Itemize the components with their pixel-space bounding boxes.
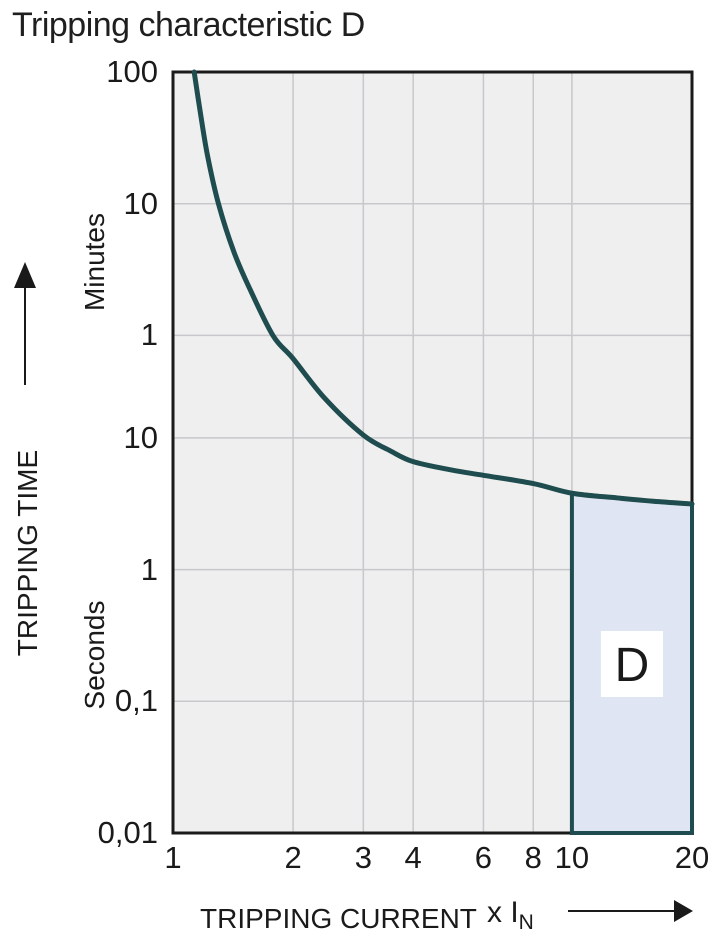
- x-tick-label: 10: [554, 840, 590, 875]
- x-tick-label: 3: [354, 840, 372, 875]
- region-label: D: [615, 639, 650, 692]
- x-tick-label: 6: [474, 840, 493, 875]
- right-arrow-icon: [568, 900, 693, 922]
- plot-border: [171, 70, 694, 835]
- y-unit-minutes-label: Minutes: [79, 212, 110, 312]
- x-tick-label: 2: [284, 840, 302, 875]
- y-tick-label: 0,1: [114, 683, 158, 719]
- y-tick-label: 1: [140, 317, 158, 353]
- x-axis-title: TRIPPING CURRENT: [200, 903, 477, 934]
- up-arrow-icon: [14, 262, 36, 385]
- x-tick-label: 4: [404, 840, 422, 875]
- y-tick-label: 1: [140, 551, 158, 587]
- x-axis-unit-prefix: x I: [487, 896, 519, 929]
- y-tick-label: 10: [123, 419, 158, 455]
- y-axis-title: TRIPPING TIME: [12, 449, 43, 657]
- x-tick-label: 20: [674, 840, 710, 875]
- x-tick-label: 8: [524, 840, 542, 875]
- y-tick-label: 10: [123, 185, 158, 221]
- x-tick-label: 1: [164, 840, 182, 875]
- x-axis-unit: x IN: [487, 896, 534, 935]
- y-unit-seconds-label: Seconds: [79, 600, 110, 710]
- y-tick-label: 100: [106, 54, 158, 89]
- chart-title: Tripping characteristic D: [12, 6, 365, 44]
- x-axis-unit-subscript: N: [518, 911, 534, 934]
- region-label-box: [600, 631, 663, 697]
- tripping-curve: [191, 69, 695, 507]
- y-tick-label: 0,01: [97, 815, 158, 850]
